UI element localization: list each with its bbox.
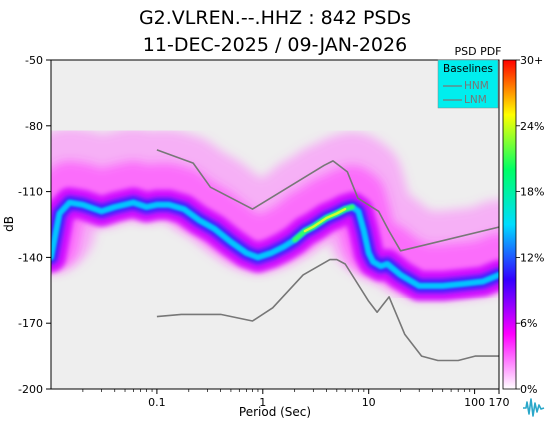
chart-subtitle: 11-DEC-2025 / 09-JAN-2026: [143, 34, 407, 56]
colorbar-tick-label: 18%: [520, 186, 544, 199]
colorbar-tick-label: 0%: [520, 383, 537, 396]
y-tick-label: -200: [18, 383, 43, 396]
x-tick-label: 100: [464, 396, 485, 409]
legend-label-hnm: HNM: [464, 80, 489, 92]
waveform-logo-icon: [520, 395, 546, 419]
legend-title: Baselines: [443, 63, 493, 75]
baseline-lnm: [156, 258, 499, 362]
density-peak-core: [303, 207, 347, 233]
colorbar-tick-label: 6%: [520, 317, 537, 330]
y-tick-label: -140: [18, 251, 43, 264]
legend: Baselines HNM LNM: [437, 59, 499, 109]
x-tick-label: 0.1: [148, 396, 166, 409]
colorbar-tick-label: 30+: [520, 54, 543, 67]
colorbar-tick-label: 12%: [520, 251, 544, 264]
density-cloud: [51, 127, 499, 301]
y-tick-label: -50: [25, 54, 43, 67]
y-tick-label: -110: [18, 186, 43, 199]
x-axis-title: Period (Sec): [239, 405, 311, 419]
colorbar-title: PSD PDF: [454, 45, 501, 58]
y-axis-ticks: -50 -80 -110 -140 -170 -200: [18, 54, 51, 396]
colorbar-tick-label: 24%: [520, 120, 544, 133]
baseline-hnm: [156, 149, 499, 252]
legend-label-lnm: LNM: [464, 94, 487, 106]
x-tick-label: 170: [489, 396, 510, 409]
x-axis-ticks: 0.1 1 10 100 170: [82, 389, 510, 409]
x-tick-label: 10: [362, 396, 376, 409]
y-axis-title: dB: [2, 216, 16, 232]
y-tick-label: -170: [18, 317, 43, 330]
colorbar: [502, 59, 517, 390]
chart-title: G2.VLREN.--.HHZ : 842 PSDs: [139, 7, 411, 29]
y-tick-label: -80: [25, 120, 43, 133]
colorbar-ticks: 30+ 24% 18% 12% 6% 0%: [516, 54, 544, 396]
baselines: [156, 149, 499, 362]
x-tick-label: 1: [259, 396, 266, 409]
